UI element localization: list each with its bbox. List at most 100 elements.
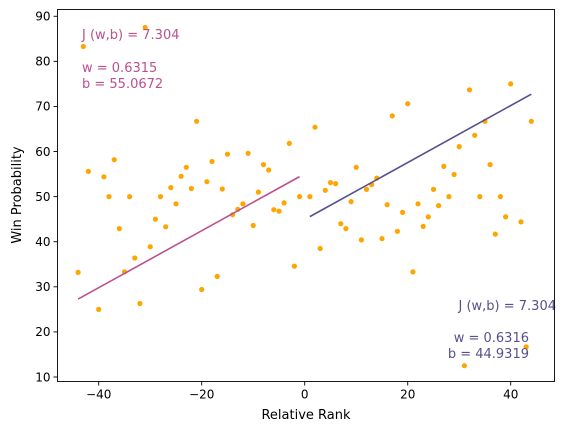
scatter-point [477, 194, 483, 200]
scatter-point [430, 186, 437, 192]
scatter-point [106, 194, 112, 200]
scatter-point [250, 222, 256, 229]
scatter-point [96, 306, 102, 312]
scatter-point [333, 181, 339, 187]
scatter-point [137, 300, 143, 307]
scatter-point [188, 185, 194, 192]
scatter-point [163, 224, 169, 230]
scatter-point [214, 273, 220, 279]
scatter-point [528, 118, 534, 124]
x-tick-label: 40 [503, 388, 518, 402]
y-axis-ticks: 10 20 30 40 50 60 70 80 90 [35, 10, 58, 384]
y-tick-label: 10 [35, 370, 50, 384]
scatter-point [116, 226, 122, 232]
scatter-point [492, 231, 498, 237]
scatter-point [420, 223, 426, 229]
y-tick-label: 40 [35, 235, 50, 249]
left-fit-line [77, 175, 300, 300]
scatter-point [75, 269, 81, 275]
scatter-point [147, 244, 153, 250]
scatter-point [85, 168, 91, 174]
x-axis-ticks: −40 −20 0 20 40 [86, 381, 518, 402]
scatter-point [142, 24, 148, 31]
scatter-point [348, 199, 354, 205]
scatter-point [317, 245, 323, 252]
scatter-point [379, 236, 385, 242]
scatter-point [183, 164, 189, 170]
right-fit-annotation: J (w,b) = 7.304 w = 0.6316 b = 44.9319 [448, 299, 556, 362]
scatter-point [224, 151, 231, 157]
scatter-point [343, 226, 349, 232]
y-tick-label: 90 [35, 10, 50, 24]
scatter-point [127, 194, 133, 200]
scatter-point [327, 180, 334, 186]
scatter-point [199, 286, 205, 293]
scatter-point [152, 216, 158, 222]
scatter-point [307, 194, 313, 200]
x-tick-label: 20 [400, 388, 415, 402]
scatter-point [297, 194, 303, 200]
y-tick-label: 80 [35, 55, 50, 69]
scatter-point [219, 186, 225, 192]
scatter-point [508, 81, 514, 87]
scatter-point [456, 144, 462, 150]
scatter-point [466, 87, 473, 93]
scatter-point [497, 194, 503, 200]
left-fit-annotation: J (w,b) = 7.304 w = 0.6315 b = 55.0672 [81, 28, 180, 92]
scatter-point [276, 208, 282, 214]
scatter-point [245, 150, 251, 156]
scatter-point [291, 263, 297, 269]
scatter-point [281, 200, 287, 206]
scatter-point [173, 201, 179, 207]
scatter-point [446, 194, 452, 200]
right-fit-w-label: w = 0.6316 [454, 331, 529, 346]
scatter-point [255, 189, 261, 195]
plot-frame [57, 9, 555, 382]
left-fit-b-label: b = 55.0672 [82, 77, 163, 92]
scatter-point [240, 201, 246, 207]
scatter-point [384, 202, 390, 208]
scatter-point [286, 140, 292, 146]
x-tick-label: −40 [86, 388, 111, 402]
scatter-point [389, 113, 395, 119]
scatter-point [204, 179, 210, 185]
scatter-point [425, 214, 431, 220]
y-tick-label: 60 [35, 145, 50, 159]
scatter-point [451, 171, 457, 178]
y-tick-label: 50 [35, 190, 50, 204]
y-tick-label: 70 [35, 100, 50, 114]
scatter-point [111, 157, 117, 163]
scatter-point [472, 132, 478, 138]
scatter-point [80, 43, 86, 50]
scatter-point [101, 174, 107, 180]
scatter-point [405, 101, 411, 107]
scatter-point [132, 255, 138, 261]
plot-marks [75, 24, 534, 369]
y-axis-label: Win Probability [10, 146, 25, 244]
scatter-point [441, 163, 447, 169]
scatter-point [209, 158, 215, 165]
scatter-point [523, 344, 529, 350]
scatter-point [487, 162, 493, 168]
scatter-point [363, 186, 370, 192]
scatter-point [415, 201, 421, 207]
scatter-point [353, 164, 359, 170]
scatter-point [503, 214, 509, 220]
scatter-point [260, 162, 267, 168]
y-tick-label: 20 [35, 325, 50, 339]
y-tick-label: 30 [35, 280, 50, 294]
left-fit-w-label: w = 0.6315 [82, 61, 157, 76]
scatter-point [358, 237, 364, 243]
scatter-point [312, 124, 318, 130]
scatter-point [271, 207, 277, 213]
scatter-point [157, 194, 164, 200]
scatter-point [194, 118, 200, 124]
scatter-point [322, 187, 328, 193]
scatter-point [518, 219, 524, 225]
x-tick-label: −20 [189, 388, 214, 402]
scatter-point [178, 173, 184, 179]
x-axis-label: Relative Rank [261, 408, 351, 423]
scatter-point [461, 363, 467, 369]
